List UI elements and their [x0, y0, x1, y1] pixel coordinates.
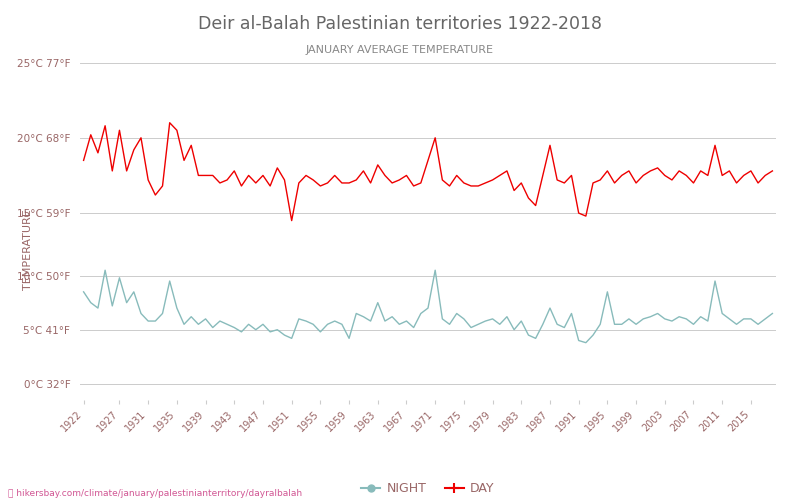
- Legend: NIGHT, DAY: NIGHT, DAY: [357, 478, 499, 500]
- Text: 📍 hikersbay.com/climate/january/palestinianterritory/dayralbalah: 📍 hikersbay.com/climate/january/palestin…: [8, 488, 302, 498]
- Text: TEMPERATURE: TEMPERATURE: [23, 210, 33, 290]
- Text: Deir al-Balah Palestinian territories 1922-2018: Deir al-Balah Palestinian territories 19…: [198, 15, 602, 33]
- Text: JANUARY AVERAGE TEMPERATURE: JANUARY AVERAGE TEMPERATURE: [306, 45, 494, 55]
